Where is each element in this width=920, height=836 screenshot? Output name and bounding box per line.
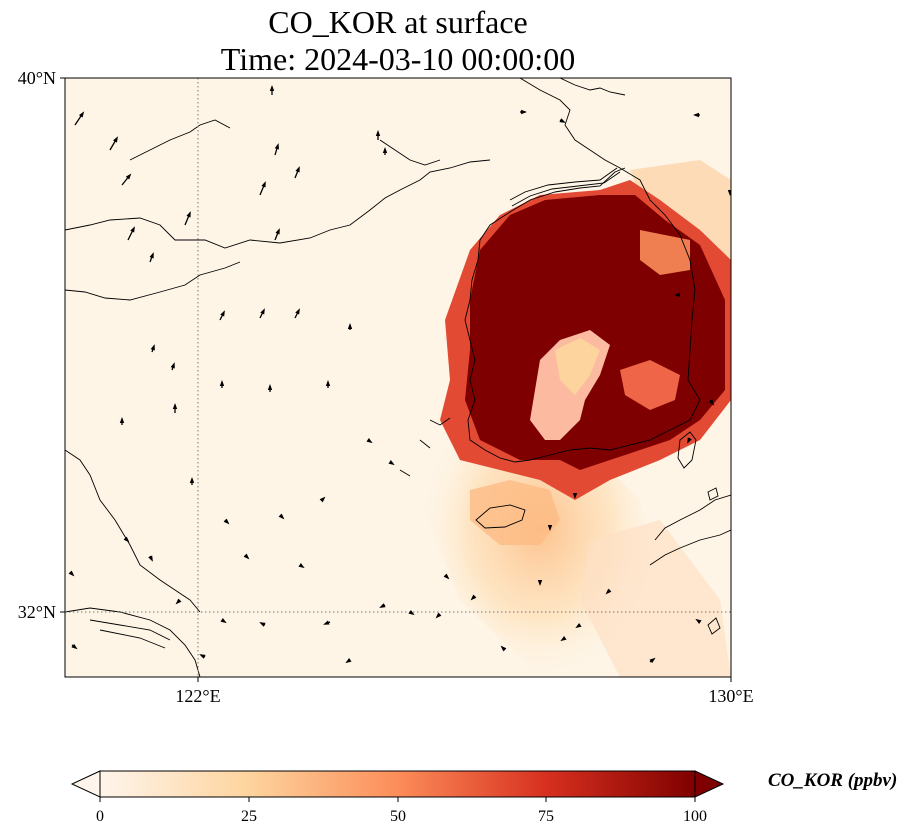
wind-vector-arrow	[68, 570, 75, 577]
wind-vector-arrow	[119, 417, 125, 425]
wind-vector-arrow	[259, 622, 266, 627]
wind-vector-arrow	[435, 612, 442, 619]
lat-label-32n: 32°N	[18, 602, 56, 622]
wind-vector-arrow	[219, 310, 225, 321]
lon-label-122e: 122°E	[175, 686, 220, 706]
map-subtitle: Time: 2024-03-10 00:00:00	[220, 41, 576, 77]
wind-vector-arrow	[537, 580, 543, 586]
wind-vector-arrow	[294, 166, 300, 179]
wind-vector-arrow	[366, 437, 373, 444]
wind-vector-arrow	[189, 477, 195, 485]
colorbar-tick-75: 75	[538, 808, 554, 825]
wind-vector-arrow	[605, 588, 612, 595]
wind-vector-arrow	[294, 308, 300, 319]
wind-vector-arrow	[727, 190, 731, 196]
wind-vector-arrow	[649, 657, 656, 664]
wind-vector-arrow	[687, 437, 692, 444]
wind-vector-arrow	[172, 403, 178, 413]
wind-vector-arrow	[259, 308, 265, 319]
wind-vector-arrow	[470, 594, 477, 601]
wind-vector-arrow	[223, 518, 230, 525]
lon-label-130e: 130°E	[708, 686, 753, 706]
wind-vector-arrow	[547, 525, 553, 531]
wind-vector-arrow	[520, 109, 527, 115]
colorbar-extend-max	[694, 770, 725, 798]
wind-vector-arrow	[379, 603, 386, 608]
wind-vector-arrow	[269, 85, 275, 95]
wind-vector-arrow	[267, 384, 273, 392]
wind-vector-arrow	[443, 573, 450, 580]
wind-vector-arrow	[382, 147, 388, 155]
wind-vector-arrow	[278, 513, 285, 520]
wind-vector-arrow	[693, 112, 700, 118]
wind-vector-arrow	[150, 344, 155, 353]
wind-vector-arrow	[184, 211, 191, 226]
wind-vector-arrow	[170, 362, 175, 371]
wind-vector-arrow	[121, 173, 132, 186]
wind-vector-arrow	[674, 292, 680, 298]
wind-vector-arrow	[220, 617, 227, 624]
wind-vector-arrow	[708, 399, 715, 406]
lat-label-40n: 40°N	[18, 68, 56, 88]
wind-vector-arrow	[575, 622, 582, 629]
wind-vector-arrow	[408, 609, 415, 616]
wind-vector-arrow	[274, 143, 279, 156]
map-frame	[64, 77, 732, 678]
wind-vector-arrow	[500, 645, 507, 652]
wind-vector-arrow	[375, 130, 381, 140]
wind-vector-arrow	[560, 635, 567, 642]
wind-vector-arrow	[109, 136, 119, 151]
colorbar-tick-25: 25	[241, 808, 257, 825]
wind-vector-arrow	[148, 555, 153, 562]
coastlines	[65, 78, 731, 677]
wind-vector-layer	[68, 85, 731, 664]
wind-vector-arrow	[274, 228, 280, 241]
colorbar: 0 25 50 75 100	[70, 770, 725, 825]
wind-vector-arrow	[347, 323, 353, 330]
wind-vector-arrow	[71, 643, 78, 650]
wind-vector-arrow	[127, 226, 135, 241]
wind-vector-arrow	[74, 111, 85, 126]
wind-vector-arrow	[123, 536, 130, 543]
wind-vector-arrow	[199, 654, 206, 659]
wind-vector-arrow	[219, 380, 225, 388]
colorbar-gradient	[100, 771, 695, 797]
colorbar-tick-100: 100	[683, 808, 707, 825]
colorbar-tick-0: 0	[96, 808, 104, 825]
co-concentration-field	[420, 160, 731, 677]
wind-vector-arrow	[319, 496, 326, 503]
wind-vector-arrow	[298, 562, 305, 569]
wind-vector-arrow	[243, 553, 250, 560]
wind-vector-arrow	[259, 181, 266, 196]
axis-ticks	[60, 77, 732, 682]
wind-vector-arrow	[572, 493, 578, 499]
map-panel	[65, 78, 731, 677]
wind-vector-arrow	[559, 118, 566, 123]
wind-vector-arrow	[388, 459, 395, 466]
wind-vector-arrow	[323, 620, 331, 625]
wind-vector-arrow	[345, 657, 352, 664]
wind-vector-arrow	[325, 380, 331, 388]
map-gridlines	[65, 78, 731, 677]
map-title: CO_KOR at surface	[268, 4, 528, 40]
wind-vector-arrow	[175, 598, 182, 605]
wind-vector-arrow	[695, 618, 702, 625]
colorbar-extend-min	[70, 770, 101, 798]
colorbar-tick-50: 50	[390, 808, 406, 825]
colorbar-label: CO_KOR (ppbv)	[768, 770, 898, 791]
wind-vector-arrow	[149, 252, 154, 263]
